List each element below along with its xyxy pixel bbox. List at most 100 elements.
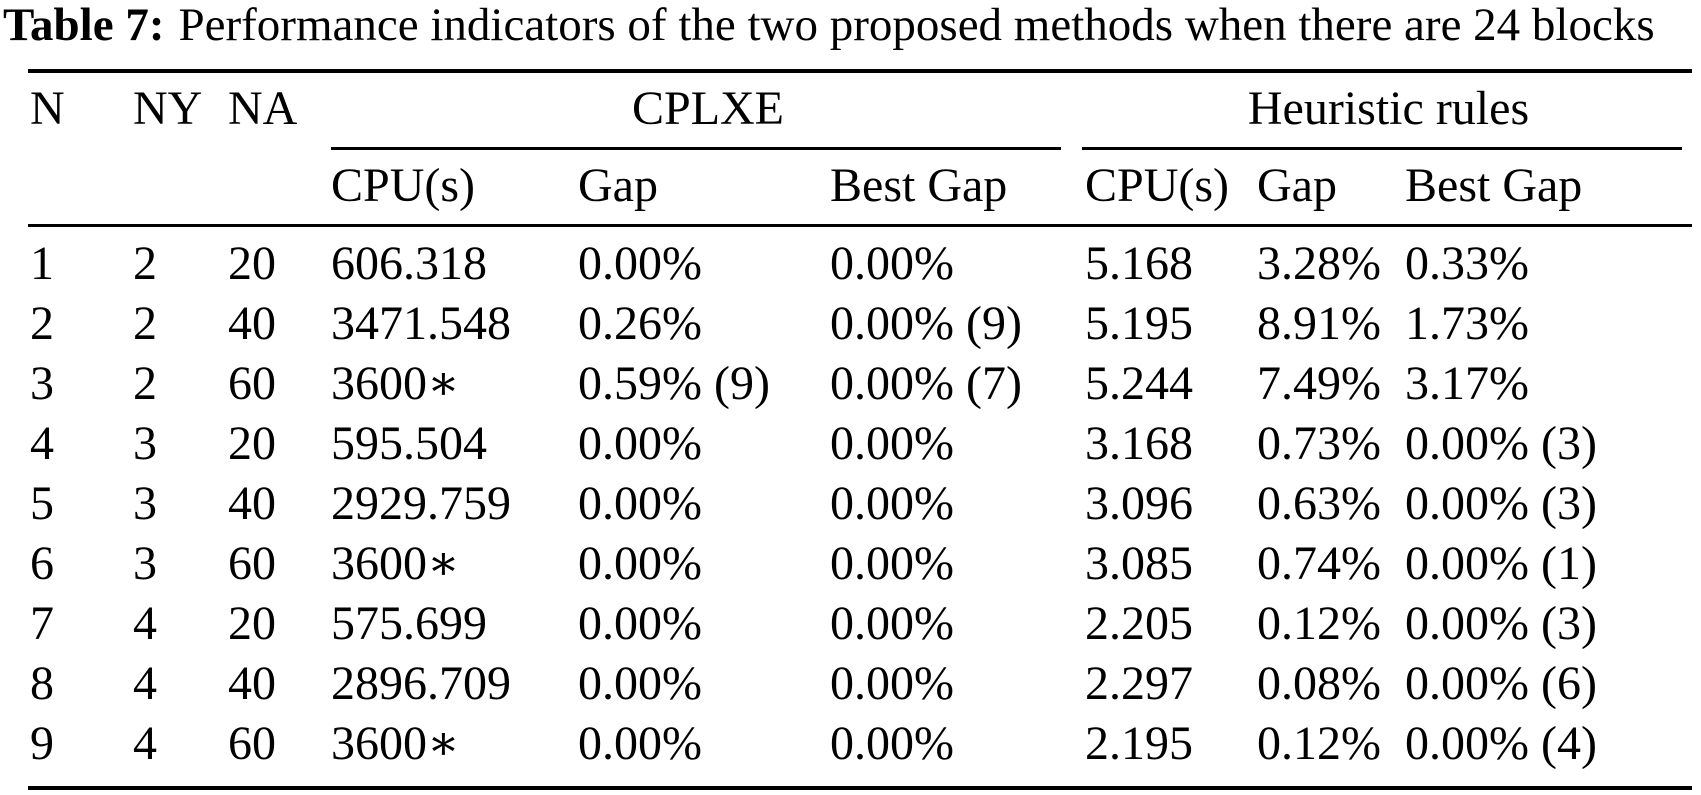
cell-cplxe-cpu: 575.699 xyxy=(331,597,487,650)
cell-heur-cpu: 3.168 xyxy=(1085,417,1193,470)
table-row: 9 4 60 3600∗ 0.00% 0.00% 2.195 0.12% 0.0… xyxy=(30,720,1692,768)
cell-ny: 4 xyxy=(133,597,157,650)
col-header-cplxe-gap: Gap xyxy=(578,159,658,212)
table-caption-text: Performance indicators of the two propos… xyxy=(178,0,1655,51)
cell-heur-best-gap: 0.33% xyxy=(1405,237,1529,290)
col-header-n: N xyxy=(30,82,65,135)
cell-heur-gap: 0.63% xyxy=(1257,477,1381,530)
cell-cplxe-gap: 0.00% xyxy=(578,477,702,530)
cell-cplxe-cpu: 3600∗ xyxy=(331,357,460,410)
bottom-rule xyxy=(28,786,1692,790)
cell-heur-cpu: 5.244 xyxy=(1085,357,1193,410)
cell-heur-gap: 0.12% xyxy=(1257,597,1381,650)
cell-na: 60 xyxy=(228,717,276,770)
cell-heur-gap: 0.73% xyxy=(1257,417,1381,470)
cell-na: 40 xyxy=(228,297,276,350)
subheader-spacer xyxy=(133,162,228,210)
table-row: 4 3 20 595.504 0.00% 0.00% 3.168 0.73% 0… xyxy=(30,420,1692,468)
cell-heur-gap: 7.49% xyxy=(1257,357,1381,410)
cell-n: 1 xyxy=(30,237,54,290)
cell-heur-cpu: 2.195 xyxy=(1085,717,1193,770)
cell-heur-cpu: 5.168 xyxy=(1085,237,1193,290)
cell-heur-best-gap: 0.00% (6) xyxy=(1405,657,1597,710)
cell-n: 4 xyxy=(30,417,54,470)
heuristic-group-rule xyxy=(1082,147,1682,150)
cell-heur-cpu: 5.195 xyxy=(1085,297,1193,350)
table-row: 5 3 40 2929.759 0.00% 0.00% 3.096 0.63% … xyxy=(30,480,1692,528)
cell-heur-cpu: 3.096 xyxy=(1085,477,1193,530)
cell-heur-cpu: 3.085 xyxy=(1085,537,1193,590)
col-header-heur-best-gap: Best Gap xyxy=(1405,159,1583,212)
col-header-na: NA xyxy=(228,82,298,135)
cell-na: 60 xyxy=(228,357,276,410)
table-row: 2 2 40 3471.548 0.26% 0.00% (9) 5.195 8.… xyxy=(30,300,1692,348)
cell-na: 20 xyxy=(228,237,276,290)
cell-cplxe-cpu: 2929.759 xyxy=(331,477,511,530)
col-header-heur-gap: Gap xyxy=(1257,159,1337,212)
cell-cplxe-best-gap: 0.00% xyxy=(830,717,954,770)
cell-heur-best-gap: 0.00% (3) xyxy=(1405,477,1597,530)
cell-n: 8 xyxy=(30,657,54,710)
cell-cplxe-cpu: 595.504 xyxy=(331,417,487,470)
cell-heur-best-gap: 3.17% xyxy=(1405,357,1529,410)
cell-heur-gap: 0.12% xyxy=(1257,717,1381,770)
cell-cplxe-gap: 0.00% xyxy=(578,657,702,710)
table-row: 6 3 60 3600∗ 0.00% 0.00% 3.085 0.74% 0.0… xyxy=(30,540,1692,588)
table-row: 8 4 40 2896.709 0.00% 0.00% 2.297 0.08% … xyxy=(30,660,1692,708)
cell-cplxe-cpu: 3600∗ xyxy=(331,537,460,590)
cell-na: 20 xyxy=(228,417,276,470)
cell-cplxe-best-gap: 0.00% xyxy=(830,537,954,590)
cell-cplxe-gap: 0.00% xyxy=(578,417,702,470)
cell-na: 40 xyxy=(228,657,276,710)
cell-cplxe-best-gap: 0.00% (9) xyxy=(830,297,1022,350)
cell-ny: 2 xyxy=(133,297,157,350)
col-header-cplxe-cpu: CPU(s) xyxy=(331,159,476,212)
table-row: 3 2 60 3600∗ 0.59% (9) 0.00% (7) 5.244 7… xyxy=(30,360,1692,408)
cell-cplxe-best-gap: 0.00% xyxy=(830,417,954,470)
cell-cplxe-gap: 0.26% xyxy=(578,297,702,350)
cell-cplxe-cpu: 3600∗ xyxy=(331,717,460,770)
cell-heur-gap: 3.28% xyxy=(1257,237,1381,290)
cell-cplxe-best-gap: 0.00% (7) xyxy=(830,357,1022,410)
cell-ny: 4 xyxy=(133,717,157,770)
cell-cplxe-best-gap: 0.00% xyxy=(830,237,954,290)
cell-ny: 3 xyxy=(133,537,157,590)
cell-heur-best-gap: 0.00% (3) xyxy=(1405,417,1597,470)
table-caption-label: Table 7: xyxy=(3,0,165,51)
cell-n: 3 xyxy=(30,357,54,410)
cell-heur-cpu: 2.297 xyxy=(1085,657,1193,710)
cell-n: 5 xyxy=(30,477,54,530)
cell-heur-best-gap: 0.00% (1) xyxy=(1405,537,1597,590)
col-header-cplxe-best-gap: Best Gap xyxy=(830,159,1008,212)
top-rule xyxy=(28,69,1692,73)
subheader-spacer xyxy=(30,162,133,210)
cell-cplxe-gap: 0.59% (9) xyxy=(578,357,770,410)
cell-n: 9 xyxy=(30,717,54,770)
cell-n: 6 xyxy=(30,537,54,590)
cell-heur-gap: 0.08% xyxy=(1257,657,1381,710)
cell-cplxe-best-gap: 0.00% xyxy=(830,597,954,650)
cell-heur-gap: 8.91% xyxy=(1257,297,1381,350)
table-subheader-row: CPU(s) Gap Best Gap CPU(s) Gap Best Gap xyxy=(30,162,1692,210)
cell-cplxe-cpu: 3471.548 xyxy=(331,297,511,350)
group-header-heuristic-rules: Heuristic rules xyxy=(1247,82,1530,135)
table-row: 1 2 20 606.318 0.00% 0.00% 5.168 3.28% 0… xyxy=(30,240,1692,288)
cell-ny: 3 xyxy=(133,417,157,470)
cell-heur-gap: 0.74% xyxy=(1257,537,1381,590)
cell-cplxe-gap: 0.00% xyxy=(578,237,702,290)
group-header-cplxe: CPLXE xyxy=(631,82,784,135)
cell-cplxe-cpu: 606.318 xyxy=(331,237,487,290)
cell-heur-best-gap: 1.73% xyxy=(1405,297,1529,350)
cell-heur-cpu: 2.205 xyxy=(1085,597,1193,650)
table-row: 7 4 20 575.699 0.00% 0.00% 2.205 0.12% 0… xyxy=(30,600,1692,648)
cell-cplxe-gap: 0.00% xyxy=(578,597,702,650)
cell-na: 60 xyxy=(228,537,276,590)
cplxe-group-rule xyxy=(331,147,1061,150)
col-header-heur-cpu: CPU(s) xyxy=(1085,159,1230,212)
cell-ny: 4 xyxy=(133,657,157,710)
cell-heur-best-gap: 0.00% (4) xyxy=(1405,717,1597,770)
cell-cplxe-gap: 0.00% xyxy=(578,537,702,590)
cell-ny: 2 xyxy=(133,357,157,410)
table-group-header-row: N NY NA CPLXE Heuristic rules xyxy=(30,85,1692,133)
